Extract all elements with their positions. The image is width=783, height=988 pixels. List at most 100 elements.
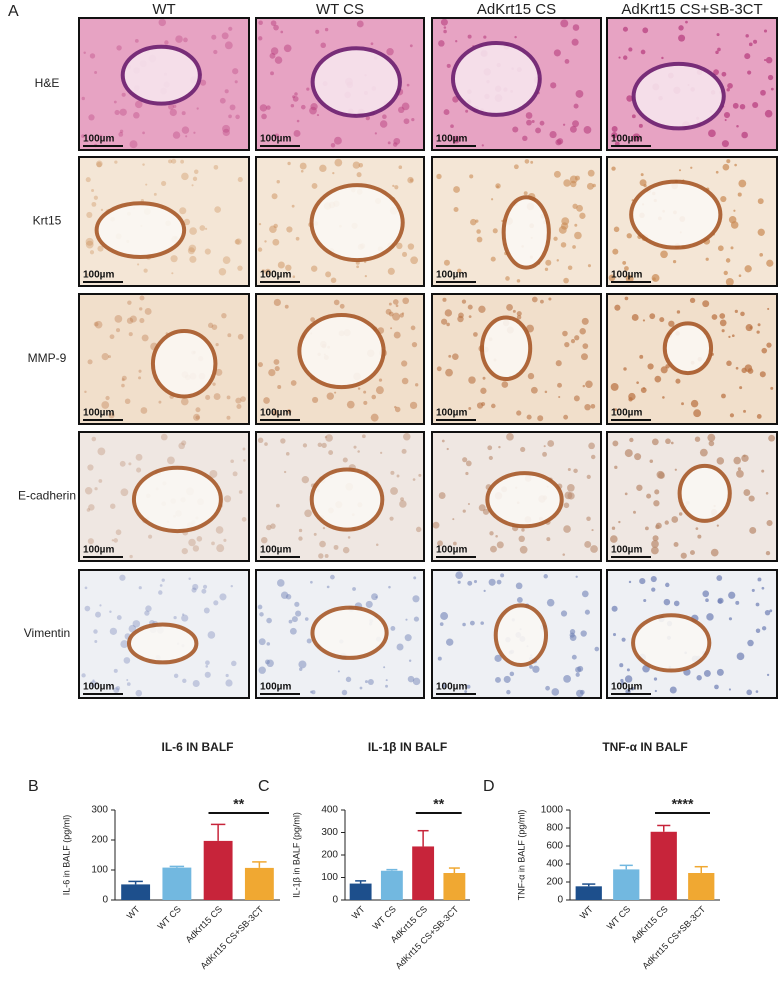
- tissue-cell: [520, 446, 526, 453]
- tissue-cell: [209, 470, 218, 478]
- micrograph: 100µm: [255, 17, 425, 151]
- tissue-cell: [93, 321, 99, 327]
- tissue-cell: [357, 450, 360, 453]
- tissue-cell: [168, 103, 174, 110]
- tissue-cell: [266, 642, 271, 646]
- tissue-cell: [618, 520, 621, 524]
- tissue-cell: [636, 484, 643, 491]
- airway-wall: [450, 40, 542, 117]
- tissue-cell: [567, 265, 573, 271]
- image-frame: [606, 569, 778, 699]
- tissue-cell: [264, 240, 267, 243]
- tissue-cell: [352, 587, 356, 591]
- tissue-cell: [547, 440, 555, 447]
- tissue-cell: [228, 26, 233, 31]
- tissue-cell: [652, 535, 659, 542]
- image-frame: [255, 569, 425, 699]
- tissue-cell: [489, 531, 494, 536]
- tissue-cell: [115, 328, 121, 333]
- column-header: AdKrt15 CS: [477, 1, 556, 18]
- tissue-cell: [227, 333, 232, 338]
- tissue-cell: [241, 516, 247, 522]
- tissue-cell: [737, 192, 742, 197]
- tissue-cell: [562, 330, 568, 337]
- tissue-cell: [455, 40, 458, 43]
- tissue-cell: [446, 447, 449, 451]
- bar: [349, 883, 372, 900]
- tissue-cell: [651, 438, 659, 446]
- micrograph: 100µm: [255, 293, 425, 425]
- tissue-cell: [294, 601, 300, 607]
- tissue-cell: [367, 678, 374, 685]
- tissue-cell: [213, 164, 219, 170]
- tissue-cell: [193, 131, 196, 134]
- tissue-cell: [181, 614, 189, 622]
- tissue-cell: [83, 51, 86, 55]
- tissue-cell: [724, 119, 727, 122]
- tissue-cell: [385, 679, 388, 682]
- tissue-cell: [185, 135, 188, 138]
- tissue-cell: [557, 382, 562, 388]
- tissue-cell: [401, 102, 410, 111]
- tissue-cell: [690, 550, 695, 556]
- micrograph: 100µm: [255, 569, 425, 699]
- tissue-cell: [148, 534, 153, 539]
- scale-bar-label: 100µm: [83, 545, 114, 556]
- tissue-cell: [716, 668, 724, 676]
- tissue-cell: [257, 437, 264, 444]
- tissue-cell: [224, 41, 233, 50]
- tissue-cell: [560, 610, 568, 617]
- tissue-cell: [651, 540, 659, 548]
- tissue-cell: [269, 52, 276, 59]
- tissue-cell: [183, 218, 191, 226]
- tissue-cell: [569, 629, 576, 635]
- tissue-cell: [226, 415, 231, 420]
- tissue-cell: [89, 53, 96, 59]
- tissue-cell: [531, 296, 538, 303]
- tissue-cell: [407, 176, 414, 184]
- tissue-cell: [158, 590, 163, 595]
- panel-label: D: [483, 778, 495, 795]
- tissue-cell: [161, 180, 167, 187]
- tissue-cell: [503, 675, 511, 683]
- tissue-cell: [690, 399, 699, 408]
- tissue-cell: [320, 42, 326, 49]
- column-header: WT: [152, 1, 175, 18]
- y-axis-label: TNF-α in BALF (pg/ml): [516, 810, 526, 901]
- tissue-cell: [624, 675, 633, 683]
- tissue-cell: [374, 132, 377, 135]
- tissue-cell: [453, 186, 460, 193]
- tissue-cell: [442, 297, 447, 302]
- tissue-cell: [757, 228, 765, 236]
- tissue-cell: [563, 675, 571, 683]
- tissue-cell: [181, 126, 190, 134]
- scale-bar-label: 100µm: [83, 682, 114, 693]
- tissue-cell: [141, 334, 149, 342]
- tissue-cell: [440, 18, 448, 26]
- tissue-cell: [161, 578, 165, 582]
- tissue-cell: [276, 180, 280, 184]
- column-header: WT CS: [316, 1, 364, 18]
- scale-bar: [436, 693, 476, 695]
- tissue-cell: [649, 313, 656, 320]
- tissue-cell: [237, 333, 244, 340]
- tissue-cell: [553, 170, 561, 178]
- tissue-cell: [482, 376, 486, 380]
- tissue-cell: [644, 526, 649, 531]
- tissue-cell: [264, 442, 268, 446]
- tissue-cell: [408, 659, 412, 662]
- tissue-cell: [365, 600, 373, 608]
- tissue-cell: [280, 30, 284, 34]
- tissue-cell: [264, 659, 270, 665]
- tissue-cell: [380, 451, 383, 454]
- tissue-cell: [97, 245, 104, 252]
- tissue-cell: [622, 26, 628, 32]
- tissue-cell: [230, 459, 234, 464]
- tissue-cell: [506, 303, 513, 311]
- bar: [121, 884, 151, 900]
- airway-wall: [631, 613, 712, 673]
- tissue-cell: [192, 583, 199, 591]
- tissue-cell: [258, 36, 263, 41]
- tissue-cell: [437, 540, 443, 547]
